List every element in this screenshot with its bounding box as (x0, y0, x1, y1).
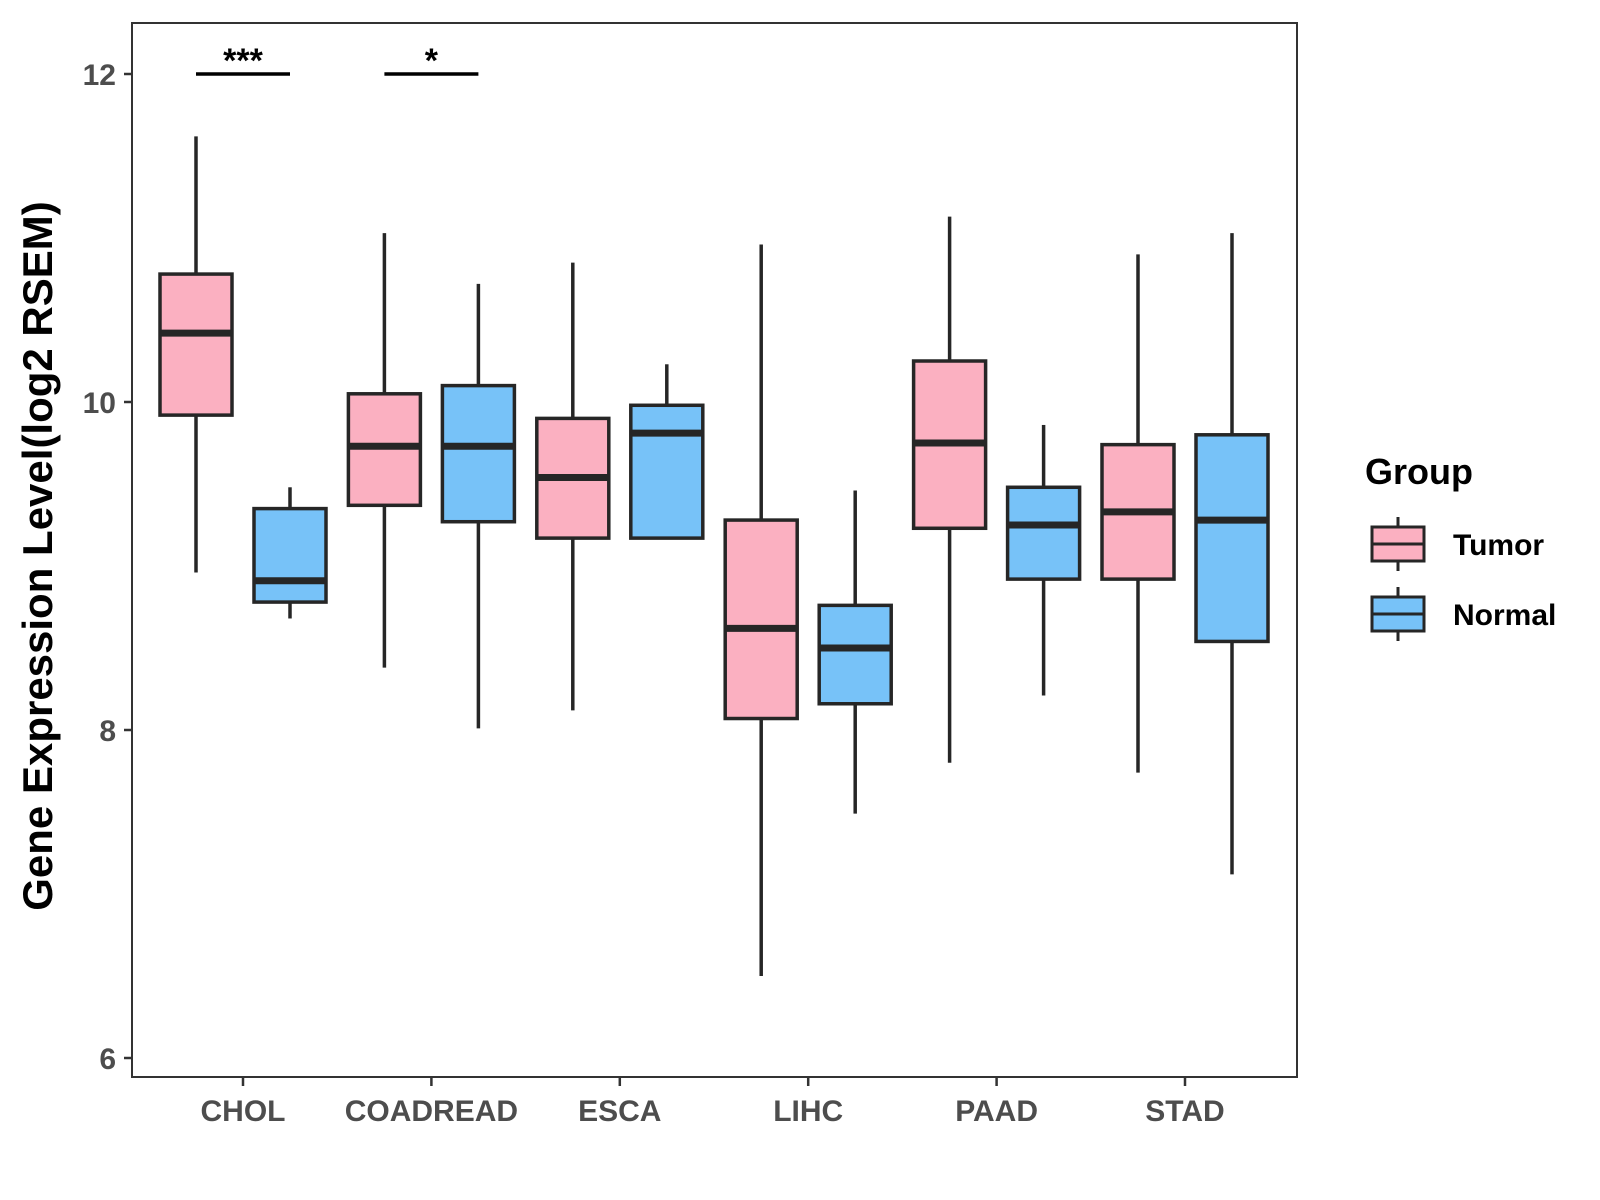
box-tumor-esca (535, 262, 611, 711)
legend: Group Tumor Normal (1365, 451, 1556, 641)
y-tick-label: 10 (83, 387, 116, 420)
legend-key-tumor: Tumor (1370, 517, 1544, 571)
x-tick-label: PAAD (955, 1095, 1038, 1128)
x-tick-label: LIHC (773, 1095, 843, 1128)
box-body (1194, 433, 1270, 644)
significance-label: *** (223, 42, 263, 80)
box-tumor-chol (158, 136, 234, 573)
box-normal-stad (1194, 233, 1270, 875)
box-body (252, 506, 328, 604)
box-normal-coadread (440, 283, 517, 729)
legend-key-normal: Normal (1370, 587, 1556, 641)
box-normal-esca (629, 364, 705, 540)
legend-title: Group (1365, 451, 1473, 492)
significance-label: * (425, 42, 439, 80)
x-tick-label: ESCA (578, 1095, 661, 1128)
y-tick-label: 6 (99, 1043, 116, 1076)
x-tick-label: STAD (1145, 1095, 1224, 1128)
box-normal-lihc (817, 490, 893, 814)
x-tick-label: COADREAD (345, 1095, 518, 1128)
panel-border (131, 22, 1298, 1078)
box-body (629, 403, 705, 540)
y-tick-label: 8 (99, 715, 116, 748)
legend-label: Tumor (1453, 529, 1544, 562)
legend-label: Normal (1453, 599, 1556, 632)
y-tick-label: 12 (83, 59, 116, 92)
box-normal-paad (1005, 424, 1082, 696)
box-tumor-stad (1100, 254, 1176, 773)
box-body (1005, 485, 1082, 581)
box-normal-chol (252, 487, 328, 619)
x-tick-label: CHOL (201, 1095, 286, 1128)
box-body (158, 272, 234, 417)
box-body (723, 518, 799, 721)
box-tumor-coadread (346, 233, 423, 668)
box-body (440, 383, 517, 524)
box-tumor-paad (911, 216, 988, 763)
box-tumor-lihc (723, 244, 799, 976)
box-body (817, 603, 893, 706)
y-axis-title: Gene Expression Level(log2 RSEM) (14, 201, 61, 911)
